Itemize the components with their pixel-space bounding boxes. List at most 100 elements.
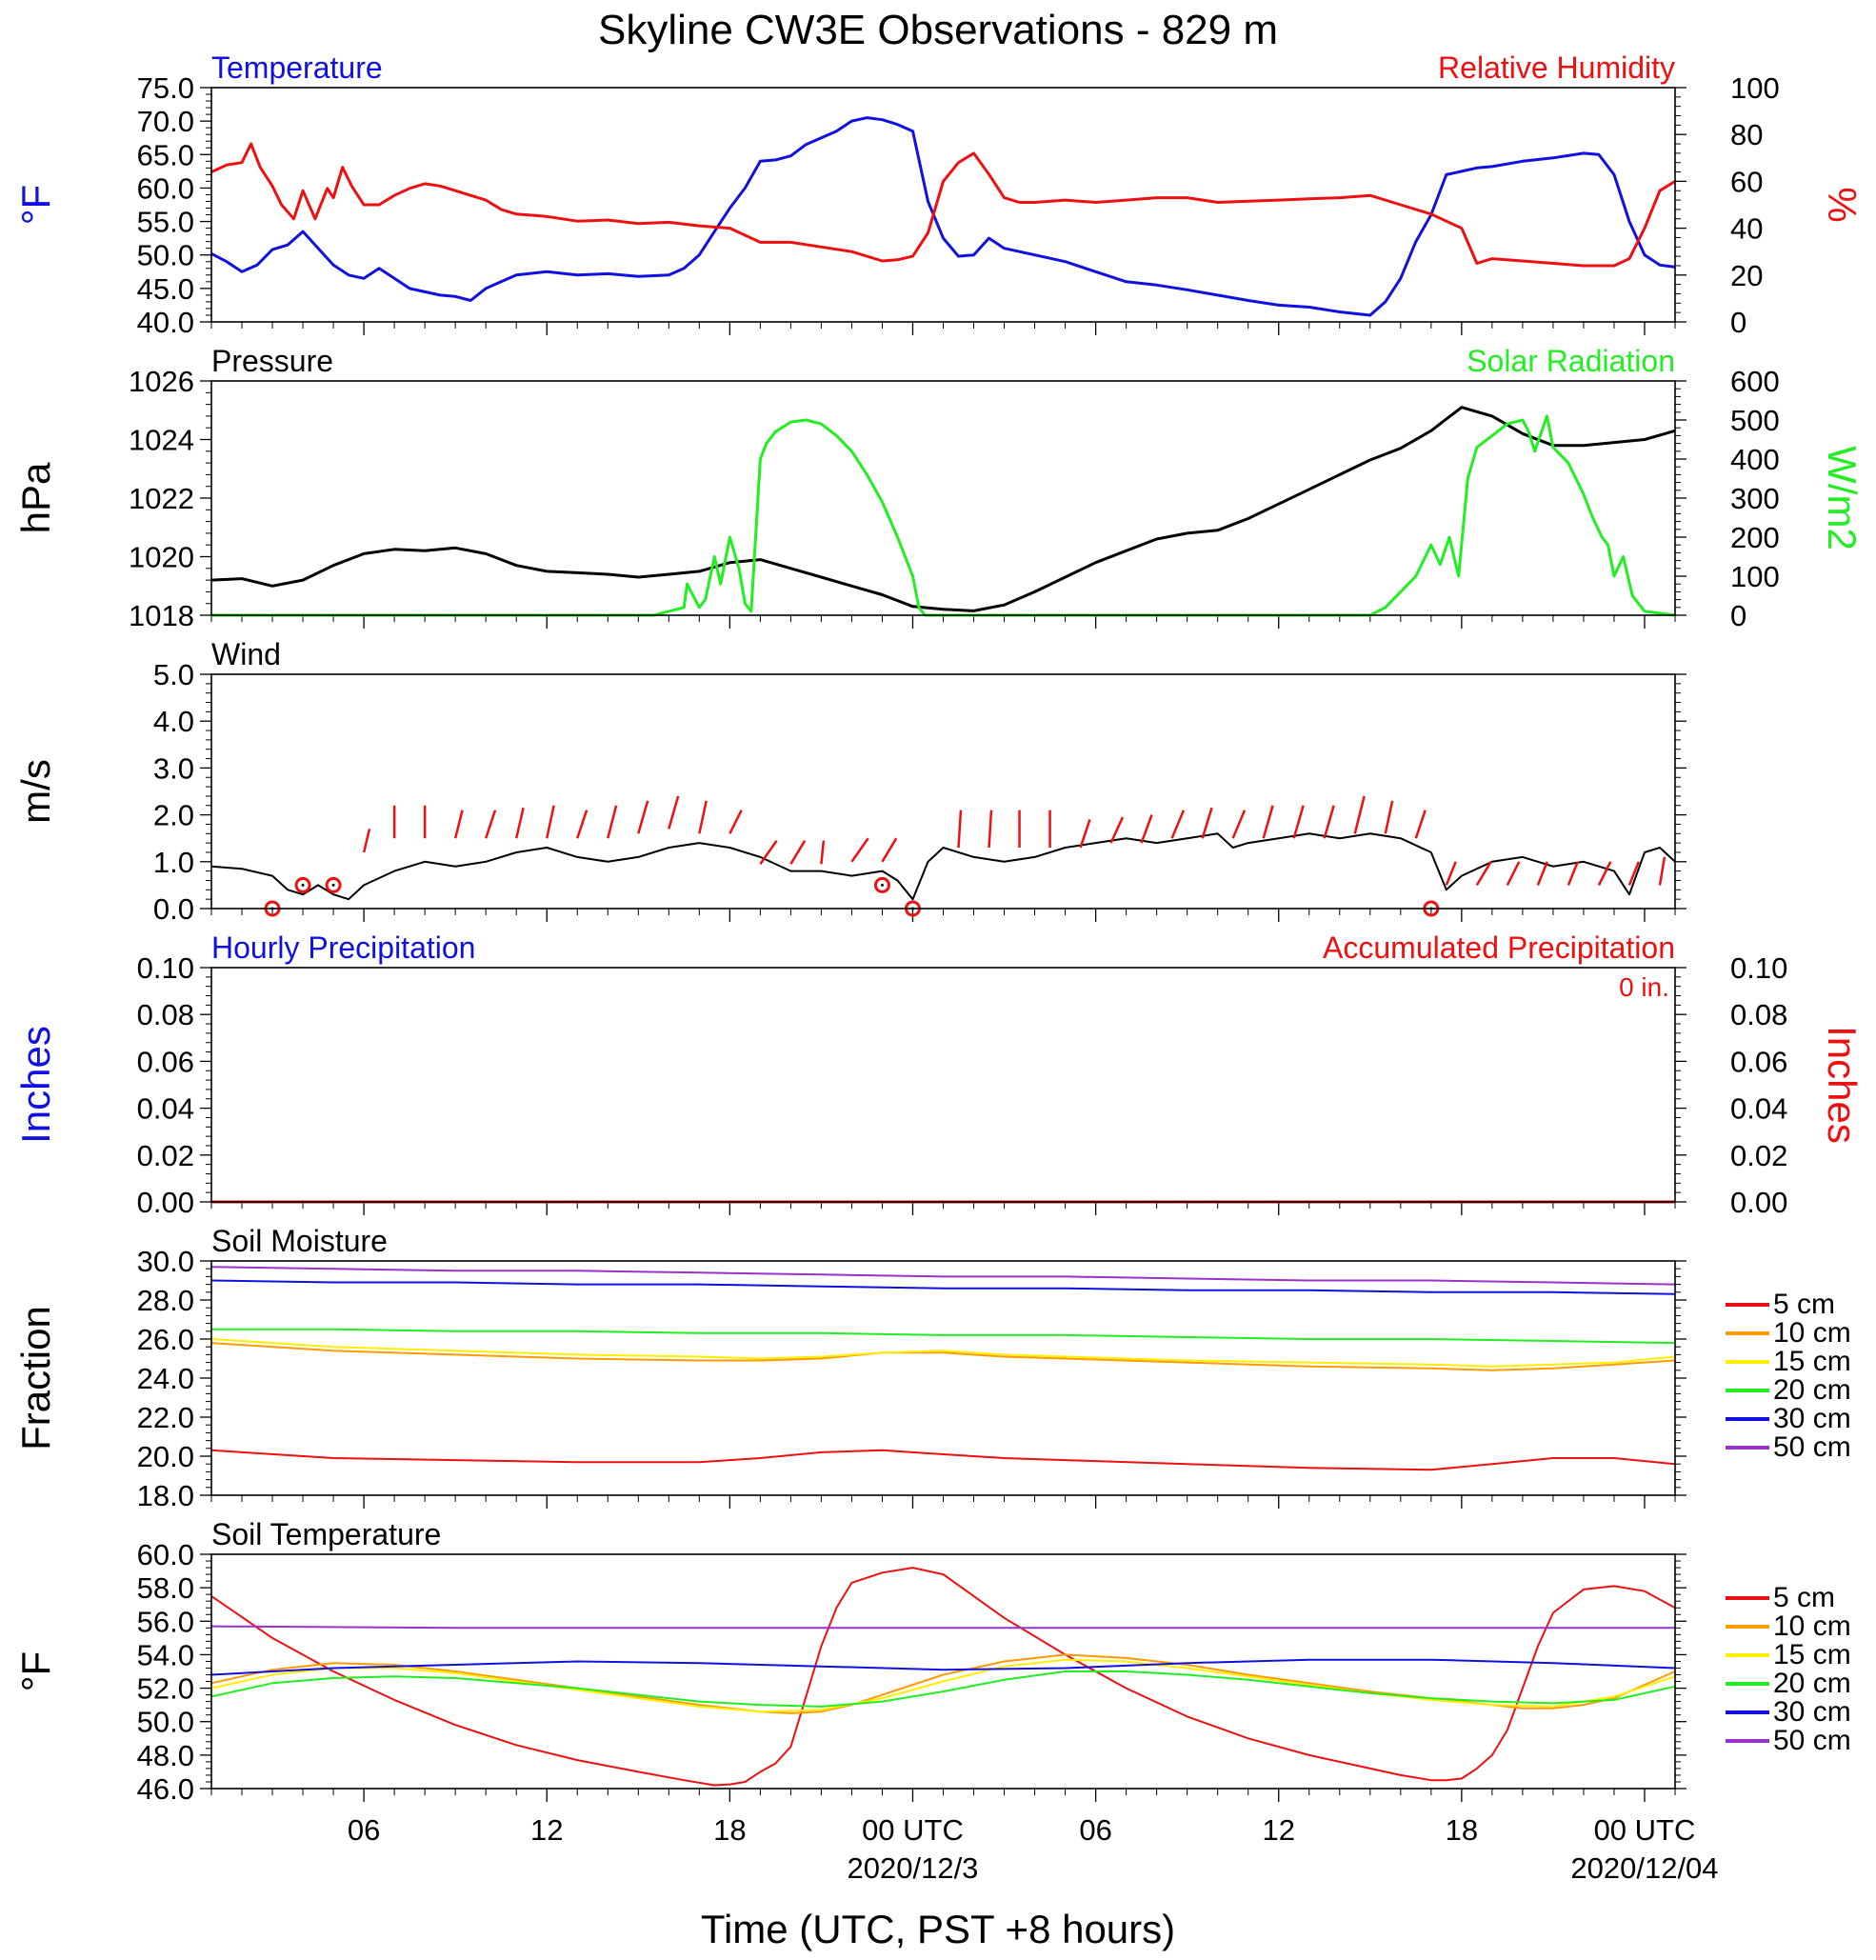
y-tick-label-left: 75.0 bbox=[137, 71, 194, 105]
panel-title-right: Relative Humidity bbox=[1438, 50, 1675, 85]
y-tick-label-right: 60 bbox=[1730, 165, 1763, 198]
series-line-50-cm bbox=[210, 1625, 1675, 1630]
y-tick-label-left: 40.0 bbox=[137, 306, 194, 339]
x-tick-label: 00 UTC bbox=[1594, 1813, 1696, 1847]
wind-barb bbox=[1292, 805, 1305, 839]
series-line-30-cm bbox=[210, 1658, 1676, 1676]
y-tick-label-left: 1020 bbox=[129, 541, 194, 574]
panel-wind: 0.0 1.0 2.0 3.0 4.0 5.0 Wind m/s bbox=[13, 637, 1686, 926]
x-tick-label: 00 UTC bbox=[862, 1813, 964, 1847]
y-tick-label-left: 65.0 bbox=[137, 138, 194, 171]
series-line-50-cm bbox=[210, 1266, 1676, 1286]
y-tick-label-left: 0.10 bbox=[137, 951, 194, 985]
legend-label: 15 cm bbox=[1773, 1346, 1851, 1377]
panel-frame bbox=[210, 1553, 1676, 1790]
y-tick-label-right: 500 bbox=[1730, 404, 1780, 437]
wind-barb bbox=[881, 837, 898, 863]
wind-barb bbox=[1201, 807, 1213, 839]
wind-barb bbox=[1079, 819, 1091, 849]
series-line-solar-radiation bbox=[211, 414, 1676, 617]
y-axis-label-left: Inches bbox=[13, 1026, 58, 1144]
y-tick-label-right: 300 bbox=[1730, 482, 1780, 515]
panels-group: 40.045.050.055.060.065.070.075.002040608… bbox=[13, 50, 1865, 1885]
y-tick-label-left: 1026 bbox=[129, 365, 194, 398]
panel-soil_temperature: 46.048.050.052.054.056.058.060.0 Soil Tem… bbox=[13, 1517, 1851, 1806]
panel-frame bbox=[210, 380, 1676, 616]
calm-wind-marker bbox=[325, 876, 342, 893]
y-axis-label-right: Inches bbox=[1820, 1026, 1865, 1144]
y-tick-label-left: 5.0 bbox=[153, 658, 194, 691]
wind-barb bbox=[1384, 800, 1394, 834]
y-tick-label-left: 70.0 bbox=[137, 105, 194, 138]
y-tick-label-right: 80 bbox=[1730, 118, 1763, 151]
legend-label: 10 cm bbox=[1773, 1610, 1851, 1642]
wind-barb bbox=[514, 807, 525, 839]
y-tick-label-left: 52.0 bbox=[137, 1672, 194, 1706]
wind-barb bbox=[1170, 810, 1186, 839]
y-tick-label-left: 0.00 bbox=[137, 1186, 194, 1219]
panel-soil_moisture: 18.0 20.0 22.0 24.0 26.0 28.0 30.0 Soil Moistur… bbox=[13, 1224, 1851, 1512]
y-tick-label-right: 0.06 bbox=[1730, 1045, 1787, 1078]
calm-wind-marker-center bbox=[331, 883, 335, 887]
panel-title-left: Wind bbox=[211, 637, 281, 671]
y-tick-label-right: 0.02 bbox=[1730, 1139, 1787, 1172]
wind-barb bbox=[362, 829, 371, 853]
x-tick-label: 12 bbox=[1262, 1813, 1294, 1847]
panel-frame bbox=[210, 87, 1676, 323]
series-line-relative-humidity bbox=[210, 142, 1676, 268]
y-tick-label-left: 56.0 bbox=[137, 1605, 194, 1638]
y-tick-label-right: 400 bbox=[1730, 443, 1780, 476]
panel-title-left: Soil Moisture bbox=[211, 1224, 388, 1258]
panel-title-left: Soil Temperature bbox=[211, 1517, 441, 1551]
y-tick-label-left: 54.0 bbox=[137, 1638, 194, 1671]
y-tick-label-left: 1024 bbox=[129, 424, 194, 457]
y-tick-label-left: 45.0 bbox=[137, 272, 194, 306]
series-line-wind bbox=[210, 832, 1676, 901]
wind-barb bbox=[1536, 861, 1548, 886]
y-tick-label-left: 50.0 bbox=[137, 1706, 194, 1739]
y-tick-label-left: 0.04 bbox=[137, 1092, 194, 1126]
y-axis-label-right: % bbox=[1820, 187, 1865, 222]
y-tick-label-left: 22.0 bbox=[137, 1401, 194, 1434]
y-tick-label-left: 0.0 bbox=[153, 892, 194, 926]
series-line-20-cm bbox=[210, 1670, 1676, 1708]
wind-barb bbox=[485, 810, 497, 839]
panel-frame bbox=[210, 673, 1676, 910]
y-tick-label-left: 58.0 bbox=[137, 1571, 194, 1605]
legend-label: 20 cm bbox=[1773, 1374, 1851, 1406]
y-tick-label-right: 20 bbox=[1730, 259, 1763, 292]
wind-barb bbox=[759, 839, 778, 865]
y-tick-label-left: 46.0 bbox=[137, 1772, 194, 1806]
x-tick-label: 06 bbox=[1079, 1813, 1111, 1847]
wind-barb bbox=[576, 810, 589, 839]
legend-label: 50 cm bbox=[1773, 1431, 1851, 1463]
panel-frame bbox=[210, 967, 1676, 1203]
y-tick-label-left: 30.0 bbox=[137, 1245, 194, 1278]
y-tick-label-left: 50.0 bbox=[137, 239, 194, 272]
panel-title-left: Pressure bbox=[211, 344, 333, 378]
series-line-5-cm bbox=[210, 1449, 1676, 1471]
y-tick-label-left: 1022 bbox=[129, 482, 194, 515]
wind-barb bbox=[820, 840, 826, 865]
series-line-10-cm bbox=[210, 1342, 1676, 1371]
wind-barb bbox=[698, 800, 708, 834]
wind-barb bbox=[1567, 861, 1579, 886]
wind-barb bbox=[957, 810, 963, 849]
panel-title-right: Solar Radiation bbox=[1467, 344, 1675, 378]
panel-title-right: Accumulated Precipitation bbox=[1323, 930, 1675, 965]
series-line-15-cm bbox=[210, 1658, 1676, 1713]
wind-barb bbox=[1262, 805, 1274, 839]
panel-title-left: Temperature bbox=[211, 50, 383, 85]
series-line-15-cm bbox=[210, 1338, 1676, 1368]
y-tick-label-right: 0.04 bbox=[1730, 1092, 1787, 1126]
y-tick-label-right: 40 bbox=[1730, 212, 1763, 246]
wind-barb bbox=[1323, 805, 1335, 839]
y-axis-label-left: Fraction bbox=[13, 1306, 58, 1450]
calm-wind-marker-center bbox=[301, 883, 305, 887]
wind-barb bbox=[668, 795, 680, 830]
y-tick-label-right: 0.08 bbox=[1730, 998, 1787, 1031]
calm-wind-marker-center bbox=[880, 883, 884, 887]
y-tick-label-right: 0.00 bbox=[1730, 1186, 1787, 1219]
y-axis-label-left: °F bbox=[13, 1651, 58, 1691]
y-tick-label-left: 0.02 bbox=[137, 1139, 194, 1172]
